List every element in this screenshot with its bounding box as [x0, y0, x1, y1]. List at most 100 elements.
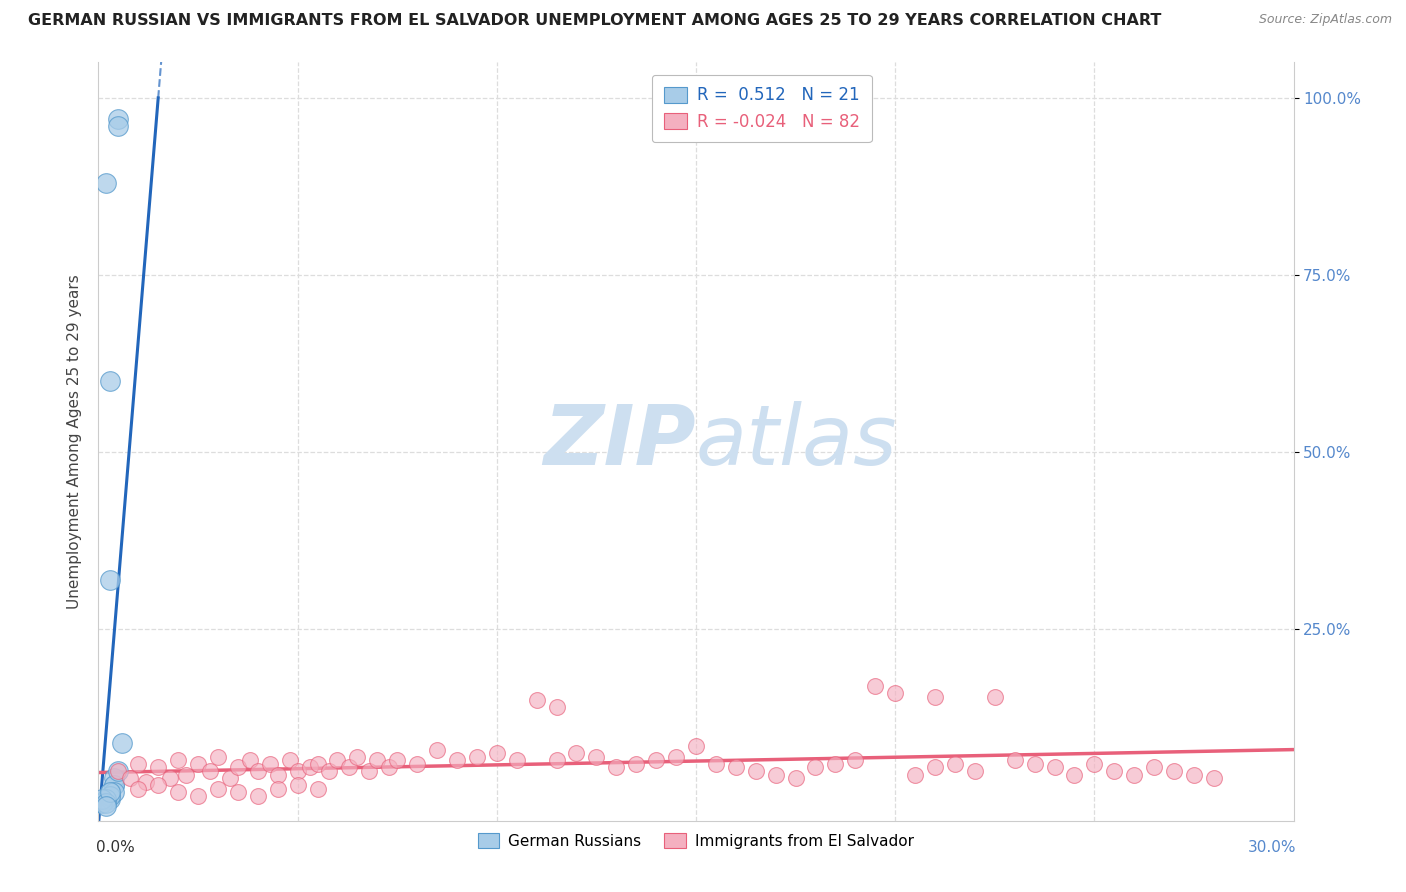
Text: 30.0%: 30.0%: [1247, 839, 1296, 855]
Point: [287, 764, 309, 778]
Point: [307, 756, 329, 771]
Point: [287, 778, 309, 792]
Point: [346, 750, 368, 764]
Point: [167, 753, 190, 767]
Point: [339, 760, 361, 774]
Point: [226, 760, 249, 774]
Point: [98, 785, 122, 799]
Point: [107, 764, 129, 778]
Point: [278, 753, 301, 767]
Point: [1004, 753, 1026, 767]
Point: [107, 112, 129, 127]
Point: [824, 756, 846, 771]
Point: [219, 771, 242, 785]
Legend: German Russians, Immigrants from El Salvador: German Russians, Immigrants from El Salv…: [472, 827, 920, 855]
Text: 0.0%: 0.0%: [96, 839, 135, 855]
Point: [685, 739, 707, 754]
Point: [267, 781, 290, 796]
Point: [174, 767, 197, 781]
Point: [120, 771, 142, 785]
Point: [1043, 760, 1066, 774]
Point: [159, 771, 181, 785]
Point: [103, 771, 125, 785]
Point: [585, 750, 607, 764]
Point: [226, 785, 249, 799]
Point: [96, 796, 118, 810]
Point: [984, 690, 1007, 704]
Point: [96, 176, 118, 190]
Point: [745, 764, 768, 778]
Point: [904, 767, 927, 781]
Point: [1123, 767, 1146, 781]
Point: [187, 756, 209, 771]
Point: [298, 760, 321, 774]
Point: [1083, 756, 1105, 771]
Point: [246, 789, 269, 803]
Point: [943, 756, 966, 771]
Point: [1024, 756, 1046, 771]
Point: [704, 756, 727, 771]
Point: [107, 764, 129, 778]
Point: [804, 760, 827, 774]
Point: [307, 781, 329, 796]
Point: [385, 753, 409, 767]
Point: [785, 771, 807, 785]
Text: Source: ZipAtlas.com: Source: ZipAtlas.com: [1258, 13, 1392, 27]
Point: [485, 747, 508, 761]
Point: [1163, 764, 1185, 778]
Point: [267, 767, 290, 781]
Point: [1063, 767, 1085, 781]
Point: [665, 750, 688, 764]
Point: [135, 774, 157, 789]
Point: [148, 778, 170, 792]
Point: [426, 743, 449, 757]
Point: [963, 764, 986, 778]
Point: [446, 753, 468, 767]
Point: [103, 785, 125, 799]
Point: [526, 693, 548, 707]
Point: [198, 764, 221, 778]
Point: [645, 753, 668, 767]
Point: [1143, 760, 1166, 774]
Point: [127, 756, 149, 771]
Point: [98, 785, 122, 799]
Point: [406, 756, 429, 771]
Point: [103, 778, 125, 792]
Point: [1182, 767, 1205, 781]
Point: [96, 799, 118, 814]
Point: [1104, 764, 1126, 778]
Point: [765, 767, 787, 781]
Point: [207, 750, 229, 764]
Point: [98, 374, 122, 388]
Point: [98, 789, 122, 803]
Point: [127, 781, 149, 796]
Point: [924, 690, 946, 704]
Point: [187, 789, 209, 803]
Point: [465, 750, 488, 764]
Point: [96, 792, 118, 806]
Point: [326, 753, 349, 767]
Point: [844, 753, 866, 767]
Point: [107, 119, 129, 133]
Text: GERMAN RUSSIAN VS IMMIGRANTS FROM EL SALVADOR UNEMPLOYMENT AMONG AGES 25 TO 29 Y: GERMAN RUSSIAN VS IMMIGRANTS FROM EL SAL…: [28, 13, 1161, 29]
Point: [1202, 771, 1225, 785]
Point: [111, 736, 134, 750]
Point: [546, 753, 568, 767]
Text: atlas: atlas: [696, 401, 897, 482]
Point: [91, 792, 114, 806]
Text: ZIP: ZIP: [543, 401, 696, 482]
Point: [148, 760, 170, 774]
Point: [506, 753, 529, 767]
Point: [207, 781, 229, 796]
Point: [884, 686, 907, 700]
Point: [91, 796, 114, 810]
Point: [626, 756, 648, 771]
Point: [98, 789, 122, 803]
Point: [546, 700, 568, 714]
Point: [865, 679, 887, 693]
Point: [98, 573, 122, 587]
Point: [359, 764, 381, 778]
Point: [239, 753, 262, 767]
Point: [378, 760, 401, 774]
Point: [246, 764, 269, 778]
